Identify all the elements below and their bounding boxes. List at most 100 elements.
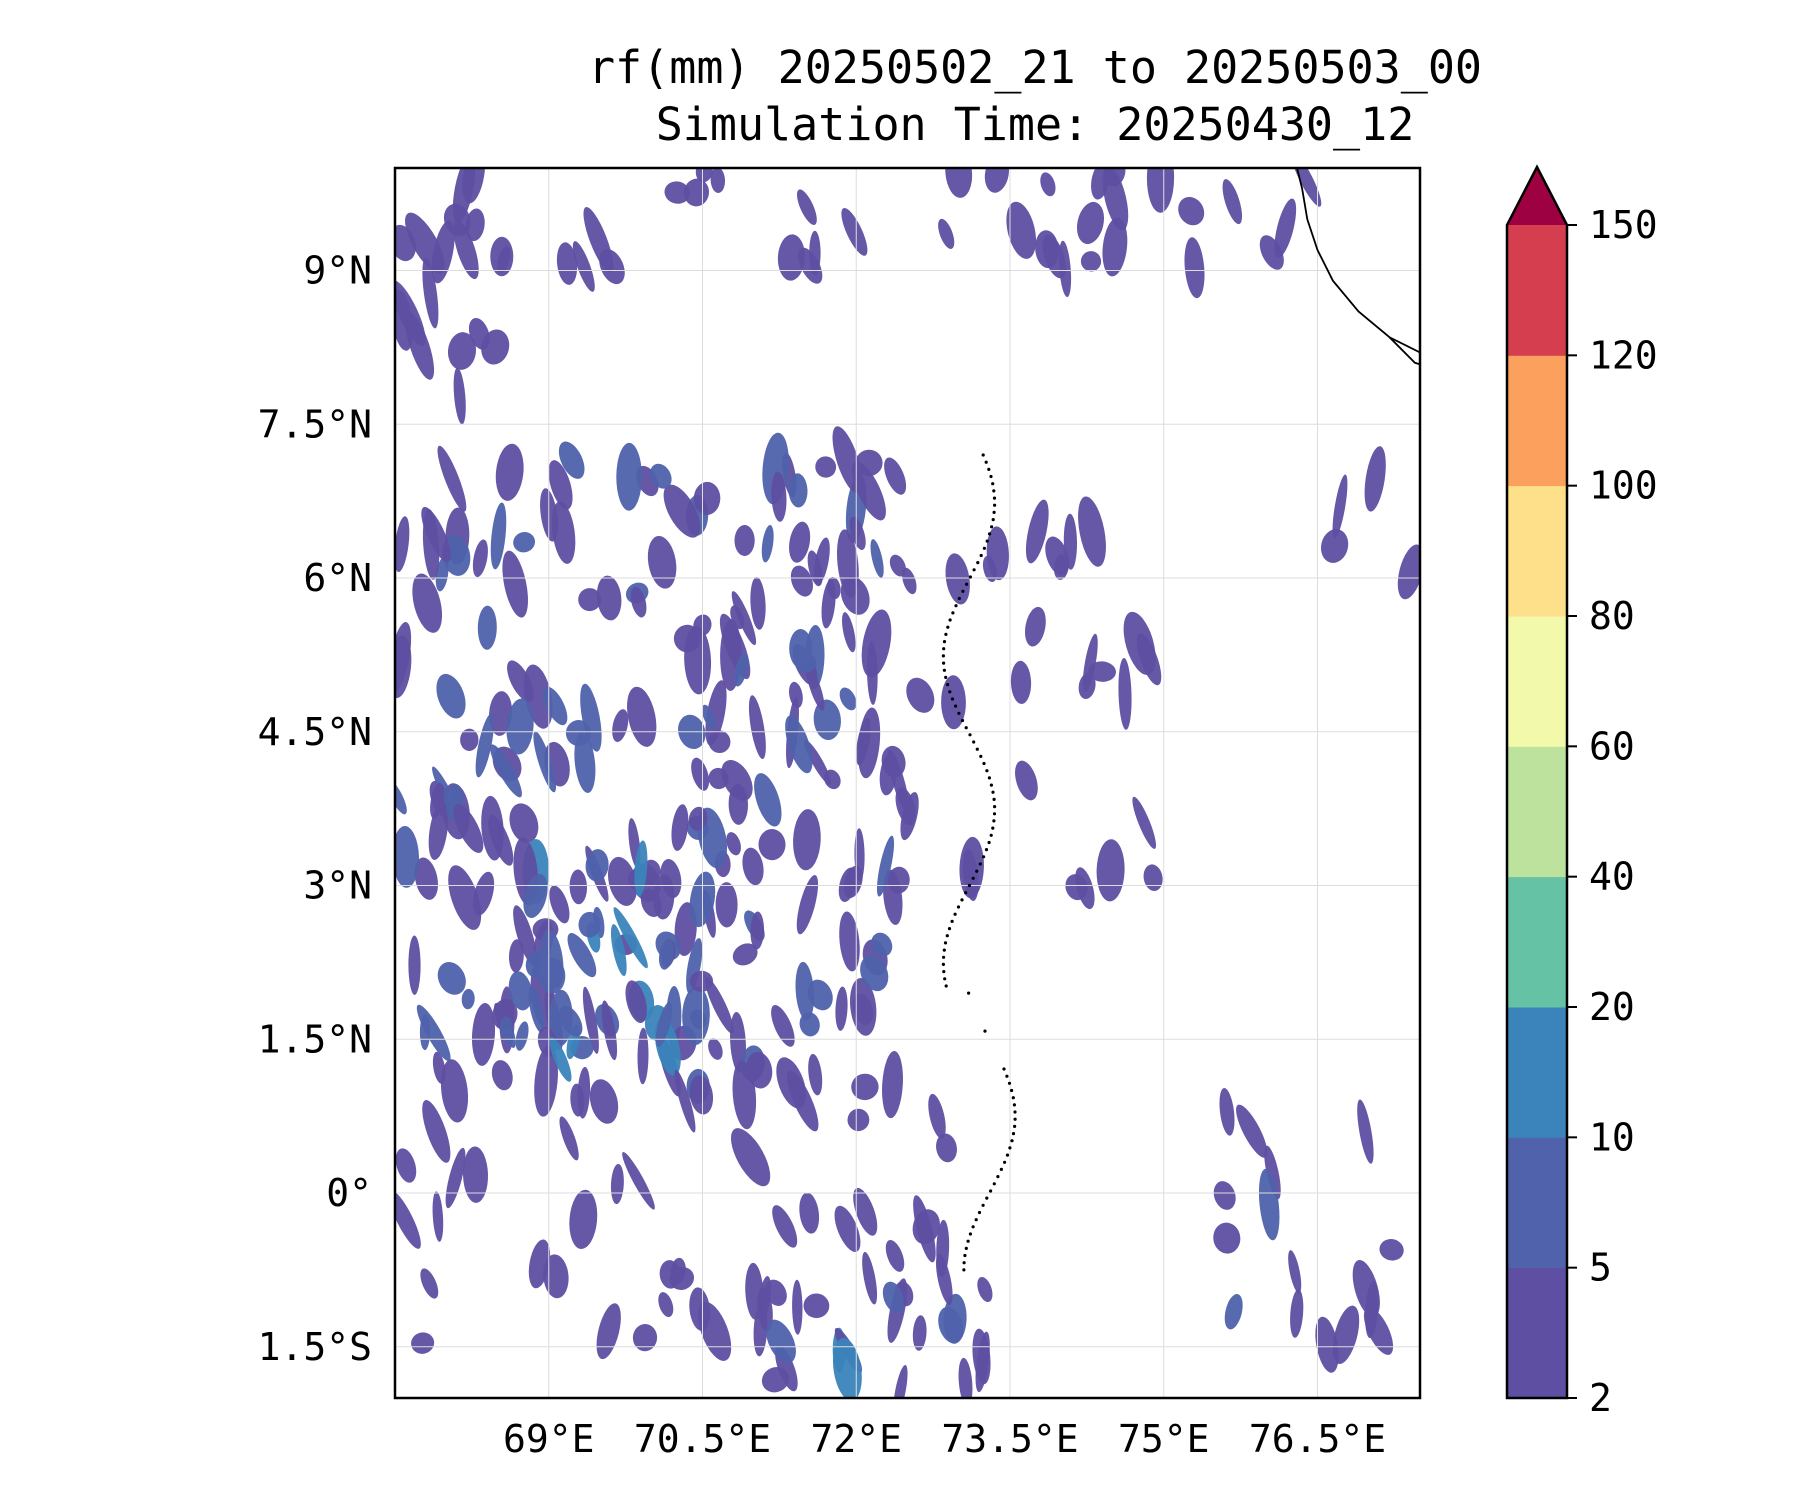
rain-cell — [580, 683, 602, 752]
atoll-dot — [981, 1203, 985, 1207]
rain-cell — [870, 539, 884, 578]
rain-cell — [708, 767, 729, 790]
rain-cell — [1132, 796, 1157, 849]
rain-cell — [395, 289, 414, 351]
atoll-dot — [942, 647, 946, 651]
rain-cell — [796, 875, 819, 935]
rain-cell — [1102, 217, 1128, 277]
rain-cell — [408, 935, 421, 995]
rain-cell — [1352, 1260, 1380, 1318]
rain-cell — [771, 1005, 795, 1047]
rain-cell — [806, 665, 825, 711]
rain-cell — [962, 849, 979, 901]
rain-cell — [443, 203, 471, 237]
rain-cell — [533, 731, 557, 793]
atoll-dot — [984, 460, 988, 464]
rain-cell — [761, 1366, 790, 1393]
rain-cell — [1397, 544, 1420, 600]
rain-cell — [882, 1281, 904, 1313]
atoll-dot — [992, 489, 996, 493]
map-title-line1: rf(mm) 20250502_21 to 20250503_00 — [587, 41, 1483, 94]
rain-cell — [972, 1328, 991, 1385]
atoll-dot — [953, 912, 957, 916]
rain-cell — [465, 208, 485, 242]
rain-cell — [871, 932, 893, 957]
atoll-dot — [968, 733, 972, 737]
rain-cell — [750, 911, 765, 950]
rain-cell — [1010, 660, 1032, 704]
rain-cell — [958, 1357, 973, 1398]
rain-cell — [1236, 1104, 1268, 1158]
rain-cell — [938, 218, 955, 249]
rain-cell — [477, 605, 497, 650]
rain-cell — [936, 1133, 957, 1163]
atoll-dot — [993, 805, 997, 809]
rain-cell — [395, 516, 410, 573]
atoll-dot — [944, 675, 948, 680]
rain-cell — [884, 457, 907, 495]
rain-cell — [734, 525, 755, 556]
rain-cell — [1024, 606, 1046, 647]
rain-cell — [559, 1005, 583, 1037]
rain-cell — [742, 847, 764, 886]
rain-cell — [616, 442, 642, 511]
latitude-axis: 9°N 7.5°N 6°N 4.5°N 3°N 1.5°N 0° 1.5°S — [258, 249, 372, 1369]
atoll-dot — [987, 467, 991, 471]
rain-cell — [851, 1073, 879, 1101]
rain-cell — [885, 1239, 905, 1272]
rain-cell — [1088, 661, 1116, 682]
rain-cell — [758, 829, 786, 861]
rain-cell — [1082, 633, 1098, 692]
rain-cell — [761, 524, 774, 563]
atoll-dot — [991, 518, 995, 522]
rain-cell — [658, 1292, 674, 1318]
rain-cell — [1118, 658, 1132, 730]
rain-cell — [414, 857, 439, 900]
rain-cell — [913, 1195, 936, 1263]
rain-cell — [1222, 179, 1243, 225]
atoll-dot — [992, 496, 997, 500]
rain-cell — [789, 521, 811, 563]
rain-cell — [862, 1251, 878, 1305]
rain-cell — [430, 782, 445, 819]
rain-cell — [612, 709, 629, 743]
atoll-dot — [942, 948, 946, 952]
atoll-dot — [971, 876, 975, 880]
rain-cell — [792, 1279, 803, 1335]
rain-cell — [569, 1189, 598, 1250]
atoll-dot — [992, 819, 996, 823]
rain-cell — [1025, 499, 1049, 564]
atoll-dot — [960, 898, 964, 902]
rain-cell — [440, 1059, 469, 1123]
rain-cell — [461, 988, 475, 1010]
rain-cell — [788, 473, 808, 508]
atoll-dot — [948, 690, 952, 694]
atoll-dot — [1013, 1124, 1017, 1128]
rain-cell — [567, 933, 597, 978]
rain-cell — [1332, 1305, 1360, 1365]
atoll-dot — [946, 683, 950, 687]
rain-cell — [1146, 168, 1175, 213]
rain-cell — [1040, 172, 1056, 197]
atoll-dot — [975, 869, 979, 873]
atoll-dot — [992, 812, 997, 816]
atoll-dot — [1003, 1160, 1007, 1164]
atoll-dot — [990, 525, 994, 529]
rain-cell — [1080, 251, 1102, 272]
rain-cell — [748, 695, 766, 759]
rain-cell — [750, 577, 766, 630]
rain-cell — [786, 1070, 819, 1132]
rain-cell — [827, 576, 841, 600]
colorbar-extend-arrow — [1507, 167, 1567, 225]
rain-cell — [509, 803, 539, 843]
rain-cell — [395, 778, 407, 815]
rain-cell — [508, 971, 533, 1011]
lon-tick-label: 70.5°E — [634, 1417, 771, 1461]
colorbar-tick-label: 60 — [1589, 724, 1635, 768]
atoll-dot — [981, 453, 985, 457]
rain-cell — [795, 961, 815, 1021]
plot-frame — [393, 166, 1422, 1400]
rain-cell — [813, 699, 841, 741]
rain-cell — [647, 535, 677, 589]
atoll-dot — [979, 754, 983, 759]
